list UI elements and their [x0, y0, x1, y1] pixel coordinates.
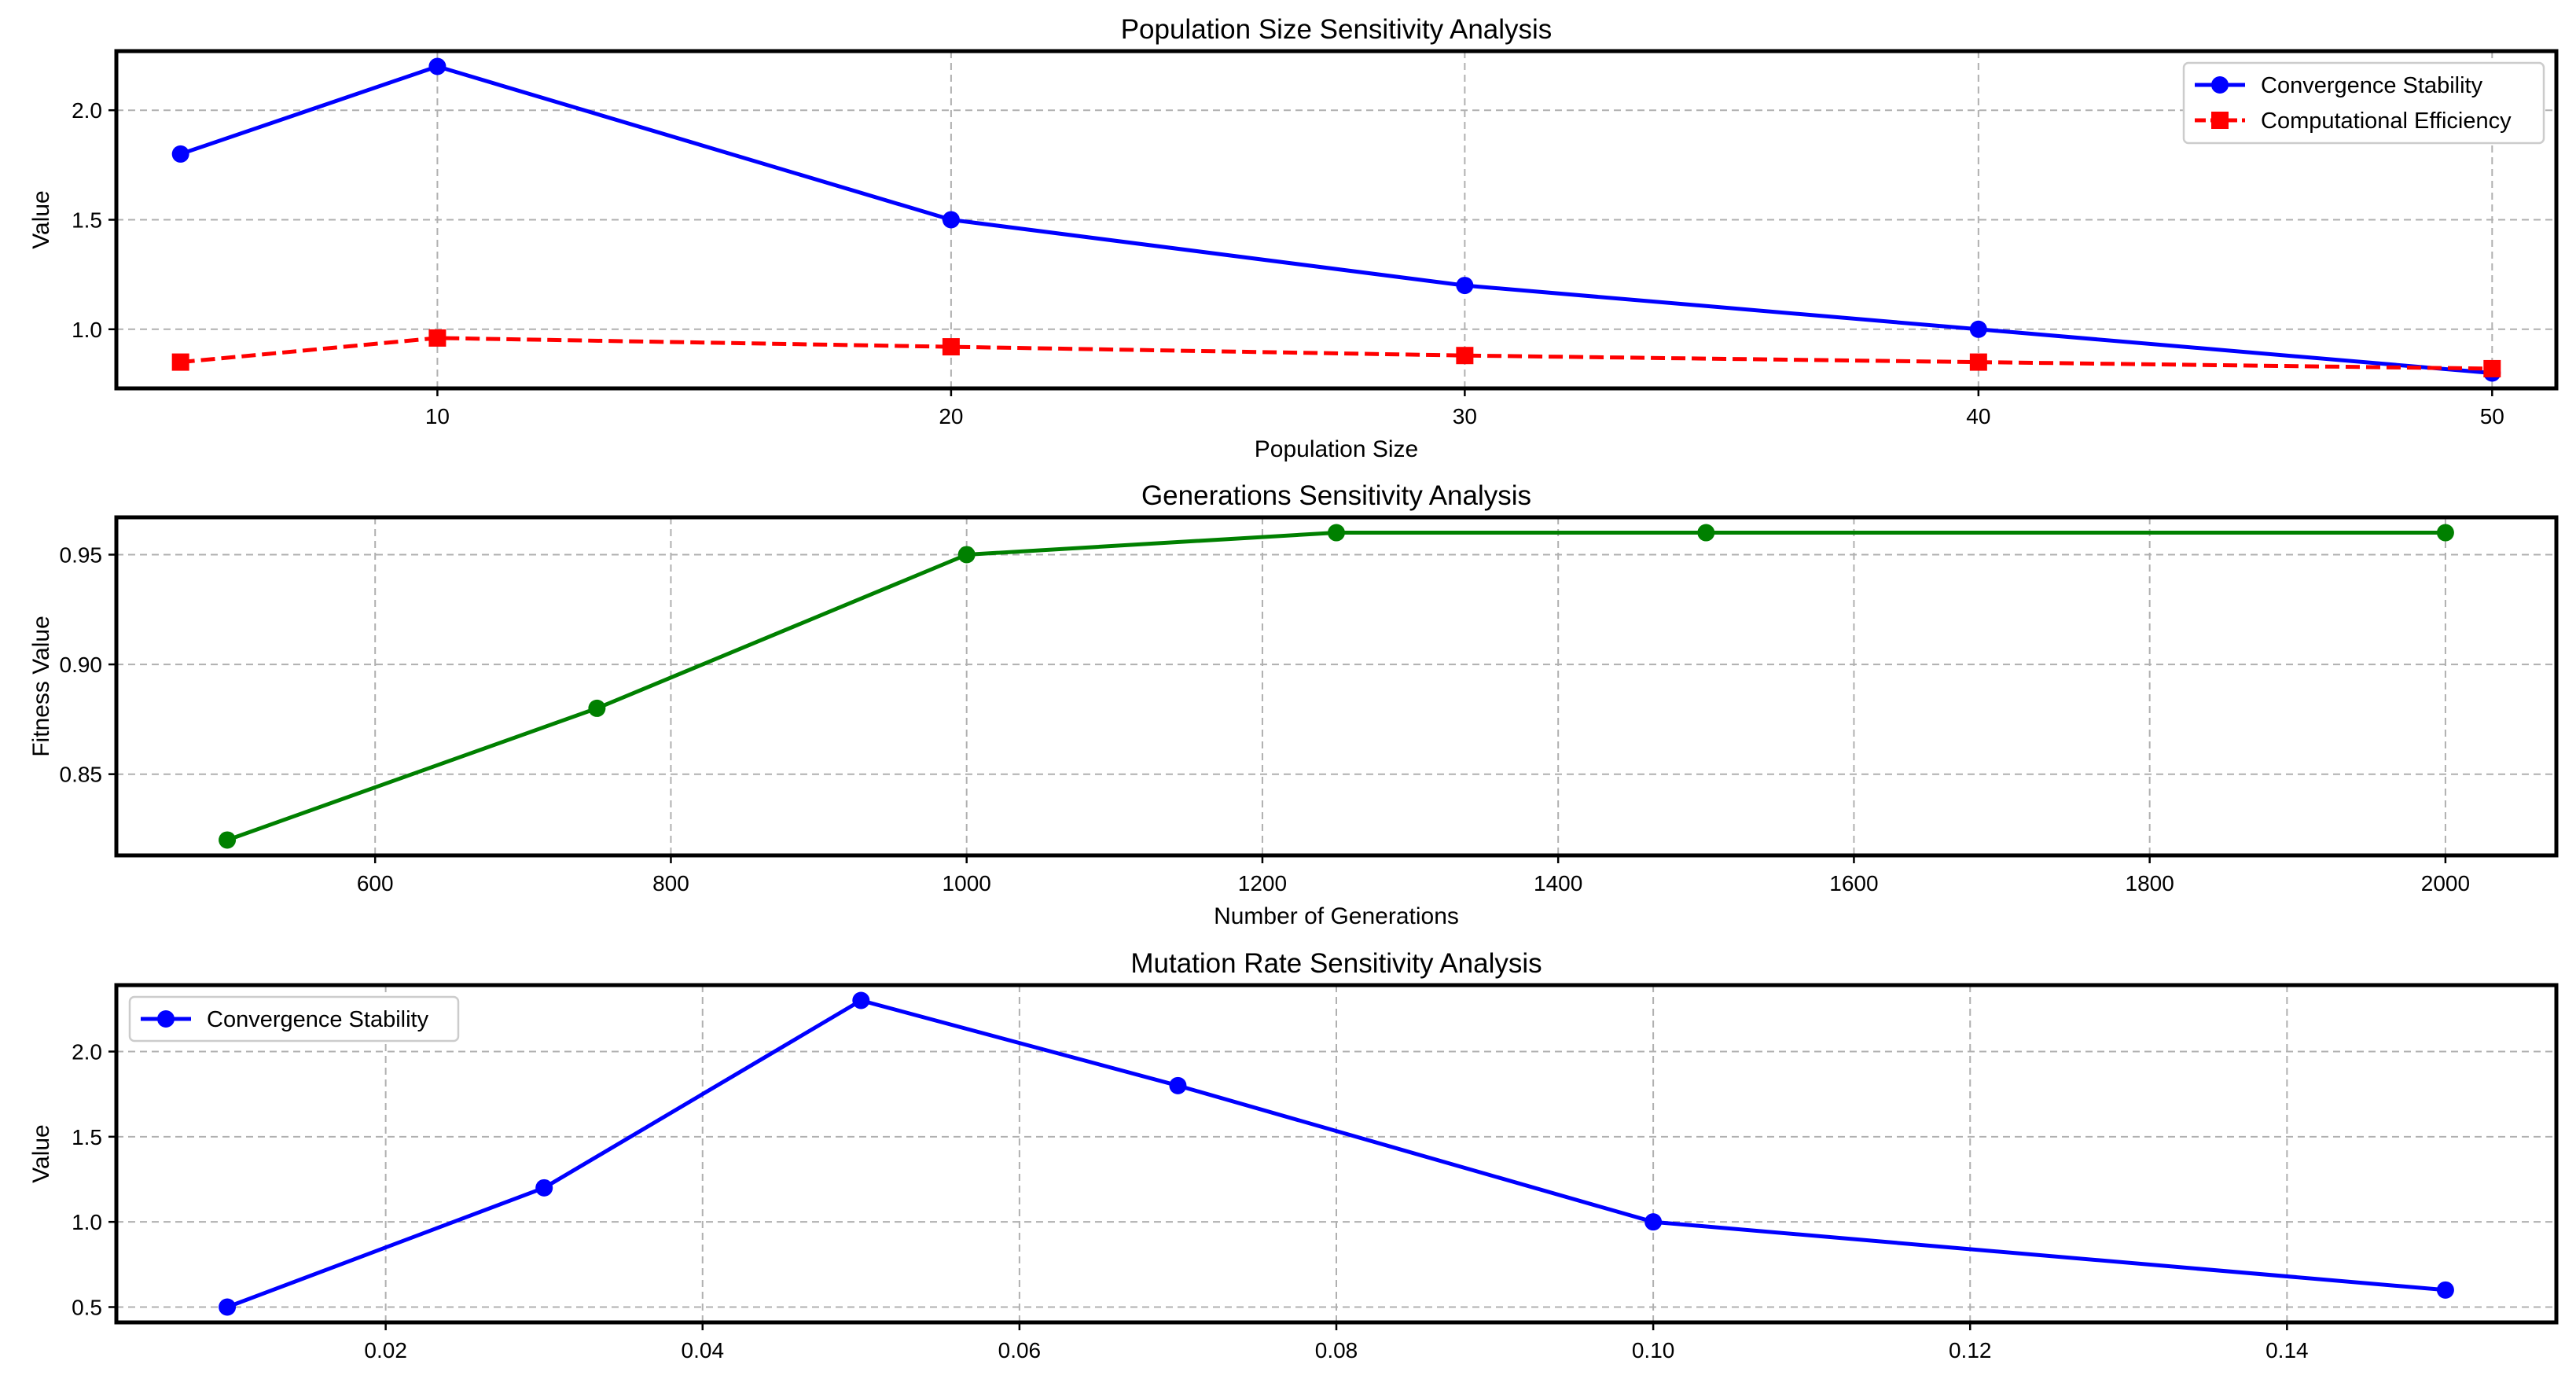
- data-point: [428, 329, 446, 347]
- y-tick-label: 1.5: [72, 208, 102, 233]
- x-tick-label: 600: [357, 871, 394, 895]
- y-tick-label: 1.0: [72, 318, 102, 342]
- chart-panel-2: 600 800 1000 1200 1400 1600 1800 2000 0.85 0.90 0.…: [28, 480, 2559, 929]
- data-point: [1456, 277, 1474, 295]
- data-point: [219, 1298, 237, 1316]
- y-tick-label: 0.5: [72, 1296, 102, 1320]
- data-point: [588, 699, 606, 717]
- x-tick-label: 30: [1453, 404, 1477, 428]
- data-point: [1969, 320, 1987, 338]
- series-line-1: [226, 998, 2446, 1309]
- x-tick-label: 0.10: [1632, 1338, 1675, 1362]
- legend-box: [128, 995, 460, 1043]
- x-axis-label: Population Size: [1255, 436, 1418, 462]
- x-tick-label: 1200: [1238, 871, 1287, 895]
- x-tick-label: 1000: [943, 871, 991, 895]
- x-tick-label: 40: [1966, 404, 1990, 428]
- data-point: [1456, 347, 1474, 365]
- series-line-1: [226, 531, 2446, 842]
- legend-marker: [2211, 112, 2229, 129]
- data-point: [942, 211, 960, 229]
- legend-label: Computational Efficiency: [2261, 108, 2512, 134]
- chart-panel-3: 0.02 0.04 0.06 0.08 0.10 0.12 0.14 0.5 1.0 1.5 2.0…: [28, 948, 2559, 1362]
- legend-marker: [157, 1010, 175, 1028]
- x-tick-label: 0.12: [1949, 1338, 1992, 1362]
- x-tick-label: 0.08: [1315, 1338, 1358, 1362]
- y-axis-label: Value: [28, 1124, 54, 1183]
- chart-panel-1: 10 20 30 40 50 1.0 1.5 2.0 Population Size Sensi…: [28, 14, 2559, 462]
- data-point: [171, 353, 189, 371]
- y-axis-label: Value: [28, 190, 54, 249]
- data-point: [535, 1179, 553, 1197]
- data-point: [219, 831, 237, 849]
- x-tick-label: 50: [2480, 404, 2504, 428]
- data-point: [957, 546, 976, 564]
- y-tick-label: 1.5: [72, 1125, 102, 1149]
- legend-marker: [2211, 76, 2229, 94]
- data-point: [942, 338, 960, 356]
- legend: Convergence Stability Computational Effic…: [2182, 61, 2545, 145]
- x-tick-label: 1800: [2126, 871, 2174, 895]
- series-line-2: [180, 336, 2493, 371]
- data-point: [1169, 1076, 1187, 1094]
- legend-label: Convergence Stability: [2261, 73, 2483, 98]
- x-tick-label: 0.04: [682, 1338, 725, 1362]
- x-tick-label: 800: [652, 871, 689, 895]
- y-tick-label: 2.0: [72, 1040, 102, 1065]
- data-point: [1697, 524, 1715, 542]
- plot-frame: [114, 515, 2559, 858]
- data-point: [2436, 524, 2454, 542]
- data-point: [1328, 524, 1345, 542]
- y-tick-label: 2.0: [72, 98, 102, 123]
- data-point: [1969, 353, 1987, 371]
- x-tick-label: 10: [425, 404, 450, 428]
- legend: Convergence Stability: [128, 995, 460, 1043]
- x-tick-label: 0.06: [998, 1338, 1042, 1362]
- data-point: [428, 57, 446, 75]
- y-tick-label: 0.85: [60, 763, 103, 787]
- x-tick-label: 0.14: [2265, 1338, 2309, 1362]
- y-tick-label: 0.90: [60, 653, 103, 677]
- legend-box: [2182, 61, 2545, 145]
- y-tick-label: 0.95: [60, 542, 103, 567]
- x-tick-label: 0.02: [364, 1338, 407, 1362]
- legend-label: Convergence Stability: [207, 1007, 429, 1032]
- data-point: [1644, 1213, 1663, 1231]
- chart-title: Generations Sensitivity Analysis: [1141, 480, 1531, 511]
- series-line-1: [179, 64, 2493, 375]
- chart-title: Population Size Sensitivity Analysis: [1121, 14, 1553, 45]
- y-tick-label: 1.0: [72, 1210, 102, 1234]
- data-point: [852, 991, 870, 1009]
- x-tick-label: 1400: [1534, 871, 1582, 895]
- x-tick-label: 1600: [1829, 871, 1878, 895]
- y-axis-label: Fitness Value: [28, 616, 54, 757]
- data-point: [2483, 359, 2501, 377]
- chart-title: Mutation Rate Sensitivity Analysis: [1130, 948, 1542, 979]
- x-tick-label: 20: [939, 404, 963, 428]
- data-point: [171, 145, 189, 163]
- x-tick-label: 2000: [2421, 871, 2470, 895]
- x-axis-label: Number of Generations: [1214, 903, 1459, 929]
- data-point: [2436, 1281, 2454, 1299]
